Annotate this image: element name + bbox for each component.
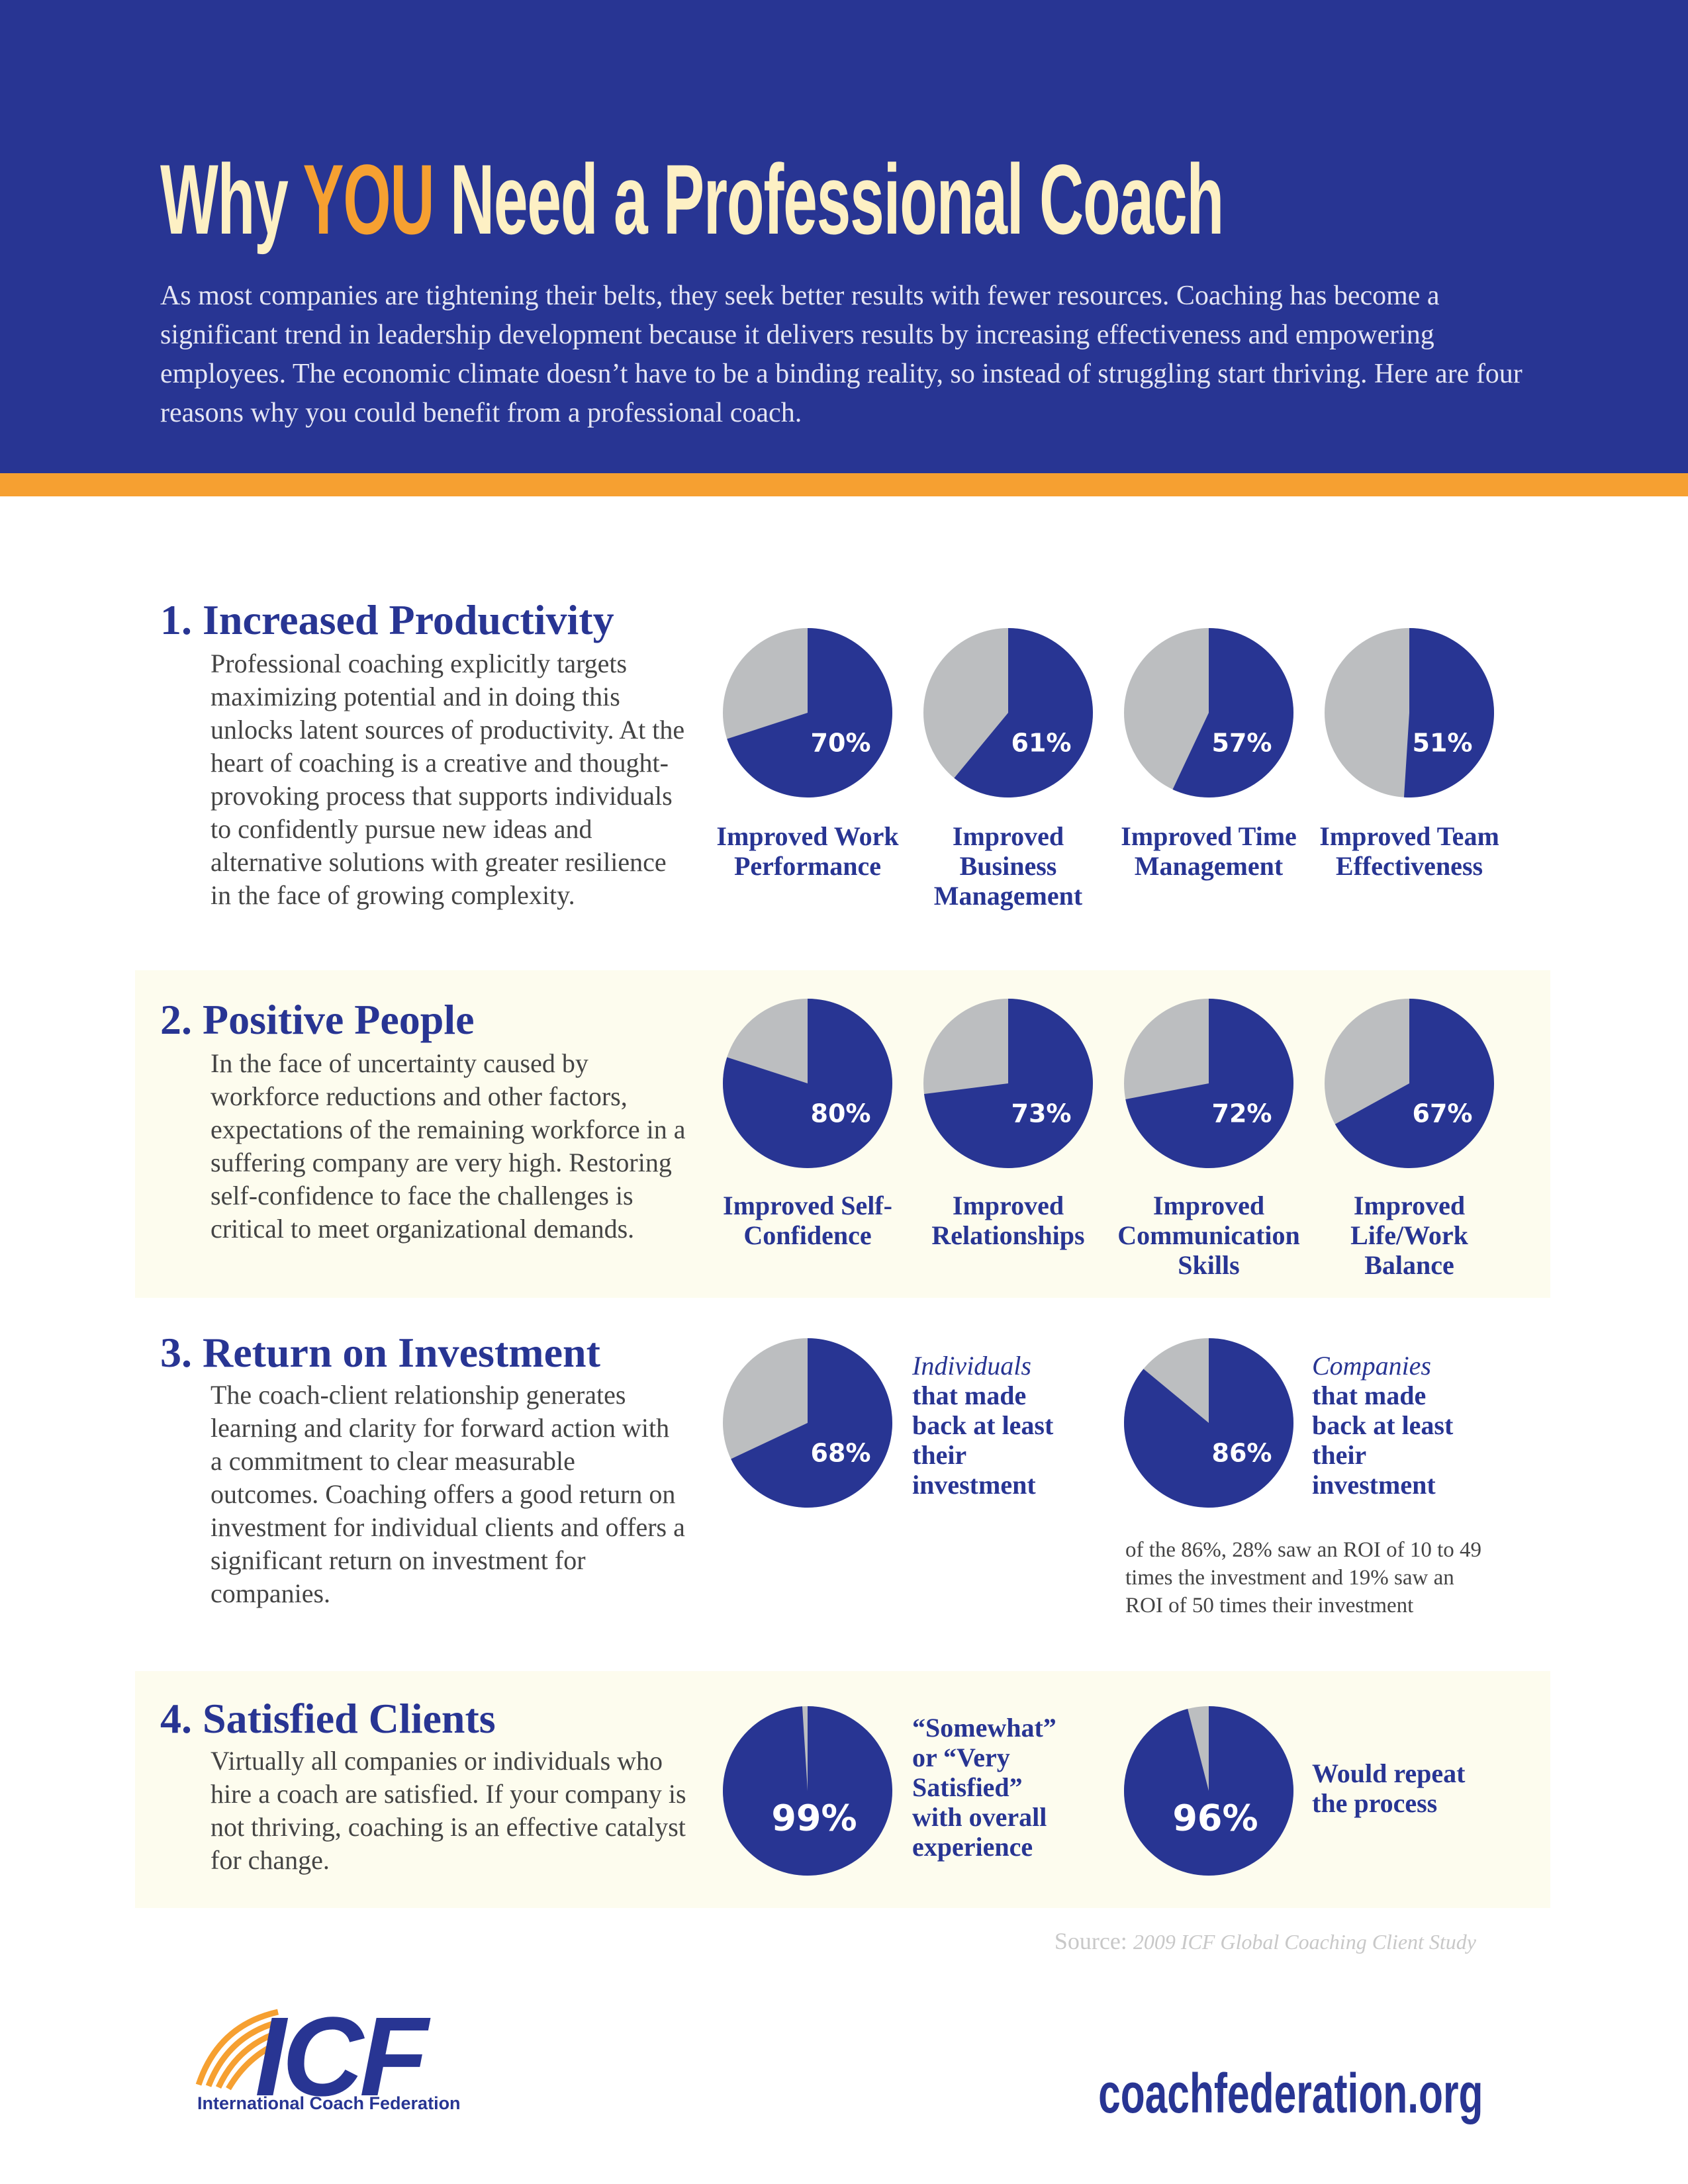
pie-wedge: [727, 628, 892, 797]
intro: As most companies are tightening their b…: [160, 281, 1523, 428]
section-text: Professional coaching explicitly targets…: [211, 649, 685, 910]
section-heading: 3. Return on Investment: [160, 1329, 600, 1376]
pie-wedge: [1403, 628, 1494, 797]
pie-wedge: [954, 628, 1093, 797]
pie-label: Improved Time Management: [1121, 821, 1297, 881]
roi-note: of the 86%, 28% saw an ROI of 10 to 49 t…: [1125, 1538, 1481, 1617]
pie-label: Improved Life/Work Balance: [1350, 1191, 1468, 1280]
pie-value-label: 99%: [771, 1797, 857, 1839]
pie-value-label: 73%: [1011, 1099, 1072, 1128]
pie-value-label: 96%: [1172, 1797, 1258, 1839]
pie-wedge: [1172, 628, 1293, 797]
caption-lead: Companies: [1312, 1351, 1431, 1381]
header-stripe: [0, 473, 1688, 496]
pie-label: Improved Business Management: [933, 821, 1083, 911]
pie-value-label: 57%: [1212, 729, 1272, 758]
section-heading: 2. Positive People: [160, 996, 475, 1043]
logo: ICF: [255, 1994, 428, 2120]
caption-text: that made back at least their investment: [1312, 1381, 1454, 1500]
pie-wedge: [731, 1338, 892, 1508]
pie-label: Improved Team Effectiveness: [1319, 821, 1499, 881]
title-part: Why: [160, 144, 289, 255]
source-text: 2009 ICF Global Coaching Client Study: [1133, 1930, 1476, 1954]
pie-value-label: 86%: [1212, 1439, 1272, 1468]
pie-label: Improved Self-Confidence: [723, 1191, 892, 1250]
pie-value-label: 51%: [1413, 729, 1473, 758]
pie-caption: Companies that made back at least their i…: [1312, 1351, 1477, 1500]
pie-label: Improved Relationships: [931, 1191, 1085, 1250]
pie-label: Improved Communication Skills: [1117, 1191, 1300, 1280]
caption-text: “Somewhat” or “Very Satisfied” with over…: [912, 1713, 1056, 1862]
section-heading: 1. Increased Productivity: [160, 596, 614, 643]
pie-value-label: 80%: [811, 1099, 871, 1128]
pie-wedge: [1123, 1706, 1293, 1876]
pie-value-label: 68%: [811, 1439, 871, 1468]
pie-caption: Individuals that made back at least their…: [912, 1351, 1078, 1500]
section-text: Virtually all companies or individuals w…: [211, 1746, 686, 1875]
pie-caption: Would repeat the process: [1312, 1758, 1504, 1818]
pie-wedge: [723, 999, 892, 1168]
title-part: Need a Professional Coach: [449, 144, 1224, 255]
pie-value-label: 72%: [1212, 1099, 1272, 1128]
pie-wedge: [924, 999, 1093, 1168]
source-label: Source:: [1054, 1928, 1127, 1954]
url: coachfederation.org: [1098, 2062, 1483, 2124]
pie-wedge: [1123, 1338, 1293, 1508]
caption-text: Would repeat the process: [1312, 1758, 1466, 1818]
pie-caption: “Somewhat” or “Very Satisfied” with over…: [912, 1713, 1078, 1862]
title: Why YOU Need a Professional Coach: [160, 142, 1224, 257]
organization: International Coach Federation: [197, 2093, 461, 2113]
logo-swoosh: [195, 2009, 283, 2091]
caption-lead: Individuals: [912, 1351, 1031, 1381]
section-text: The coach-client relationship generates …: [211, 1380, 685, 1608]
section-heading: 4. Satisfied Clients: [160, 1695, 496, 1742]
pie-value-label: 67%: [1413, 1099, 1473, 1128]
source: Source: 2009 ICF Global Coaching Client …: [1055, 1927, 1476, 1955]
pie-value-label: 70%: [811, 729, 871, 758]
section-text: In the face of uncertainty caused by wor…: [211, 1048, 686, 1244]
pie-wedge: [723, 1706, 893, 1876]
caption-text: that made back at least their investment: [912, 1381, 1054, 1500]
pie-label: Improved Work Performance: [716, 821, 899, 881]
pie-wedge: [1125, 999, 1293, 1168]
header-band: [0, 0, 1688, 473]
pie-wedge: [1335, 999, 1495, 1169]
title-highlight: YOU: [303, 144, 435, 255]
pie-value-label: 61%: [1011, 729, 1072, 758]
